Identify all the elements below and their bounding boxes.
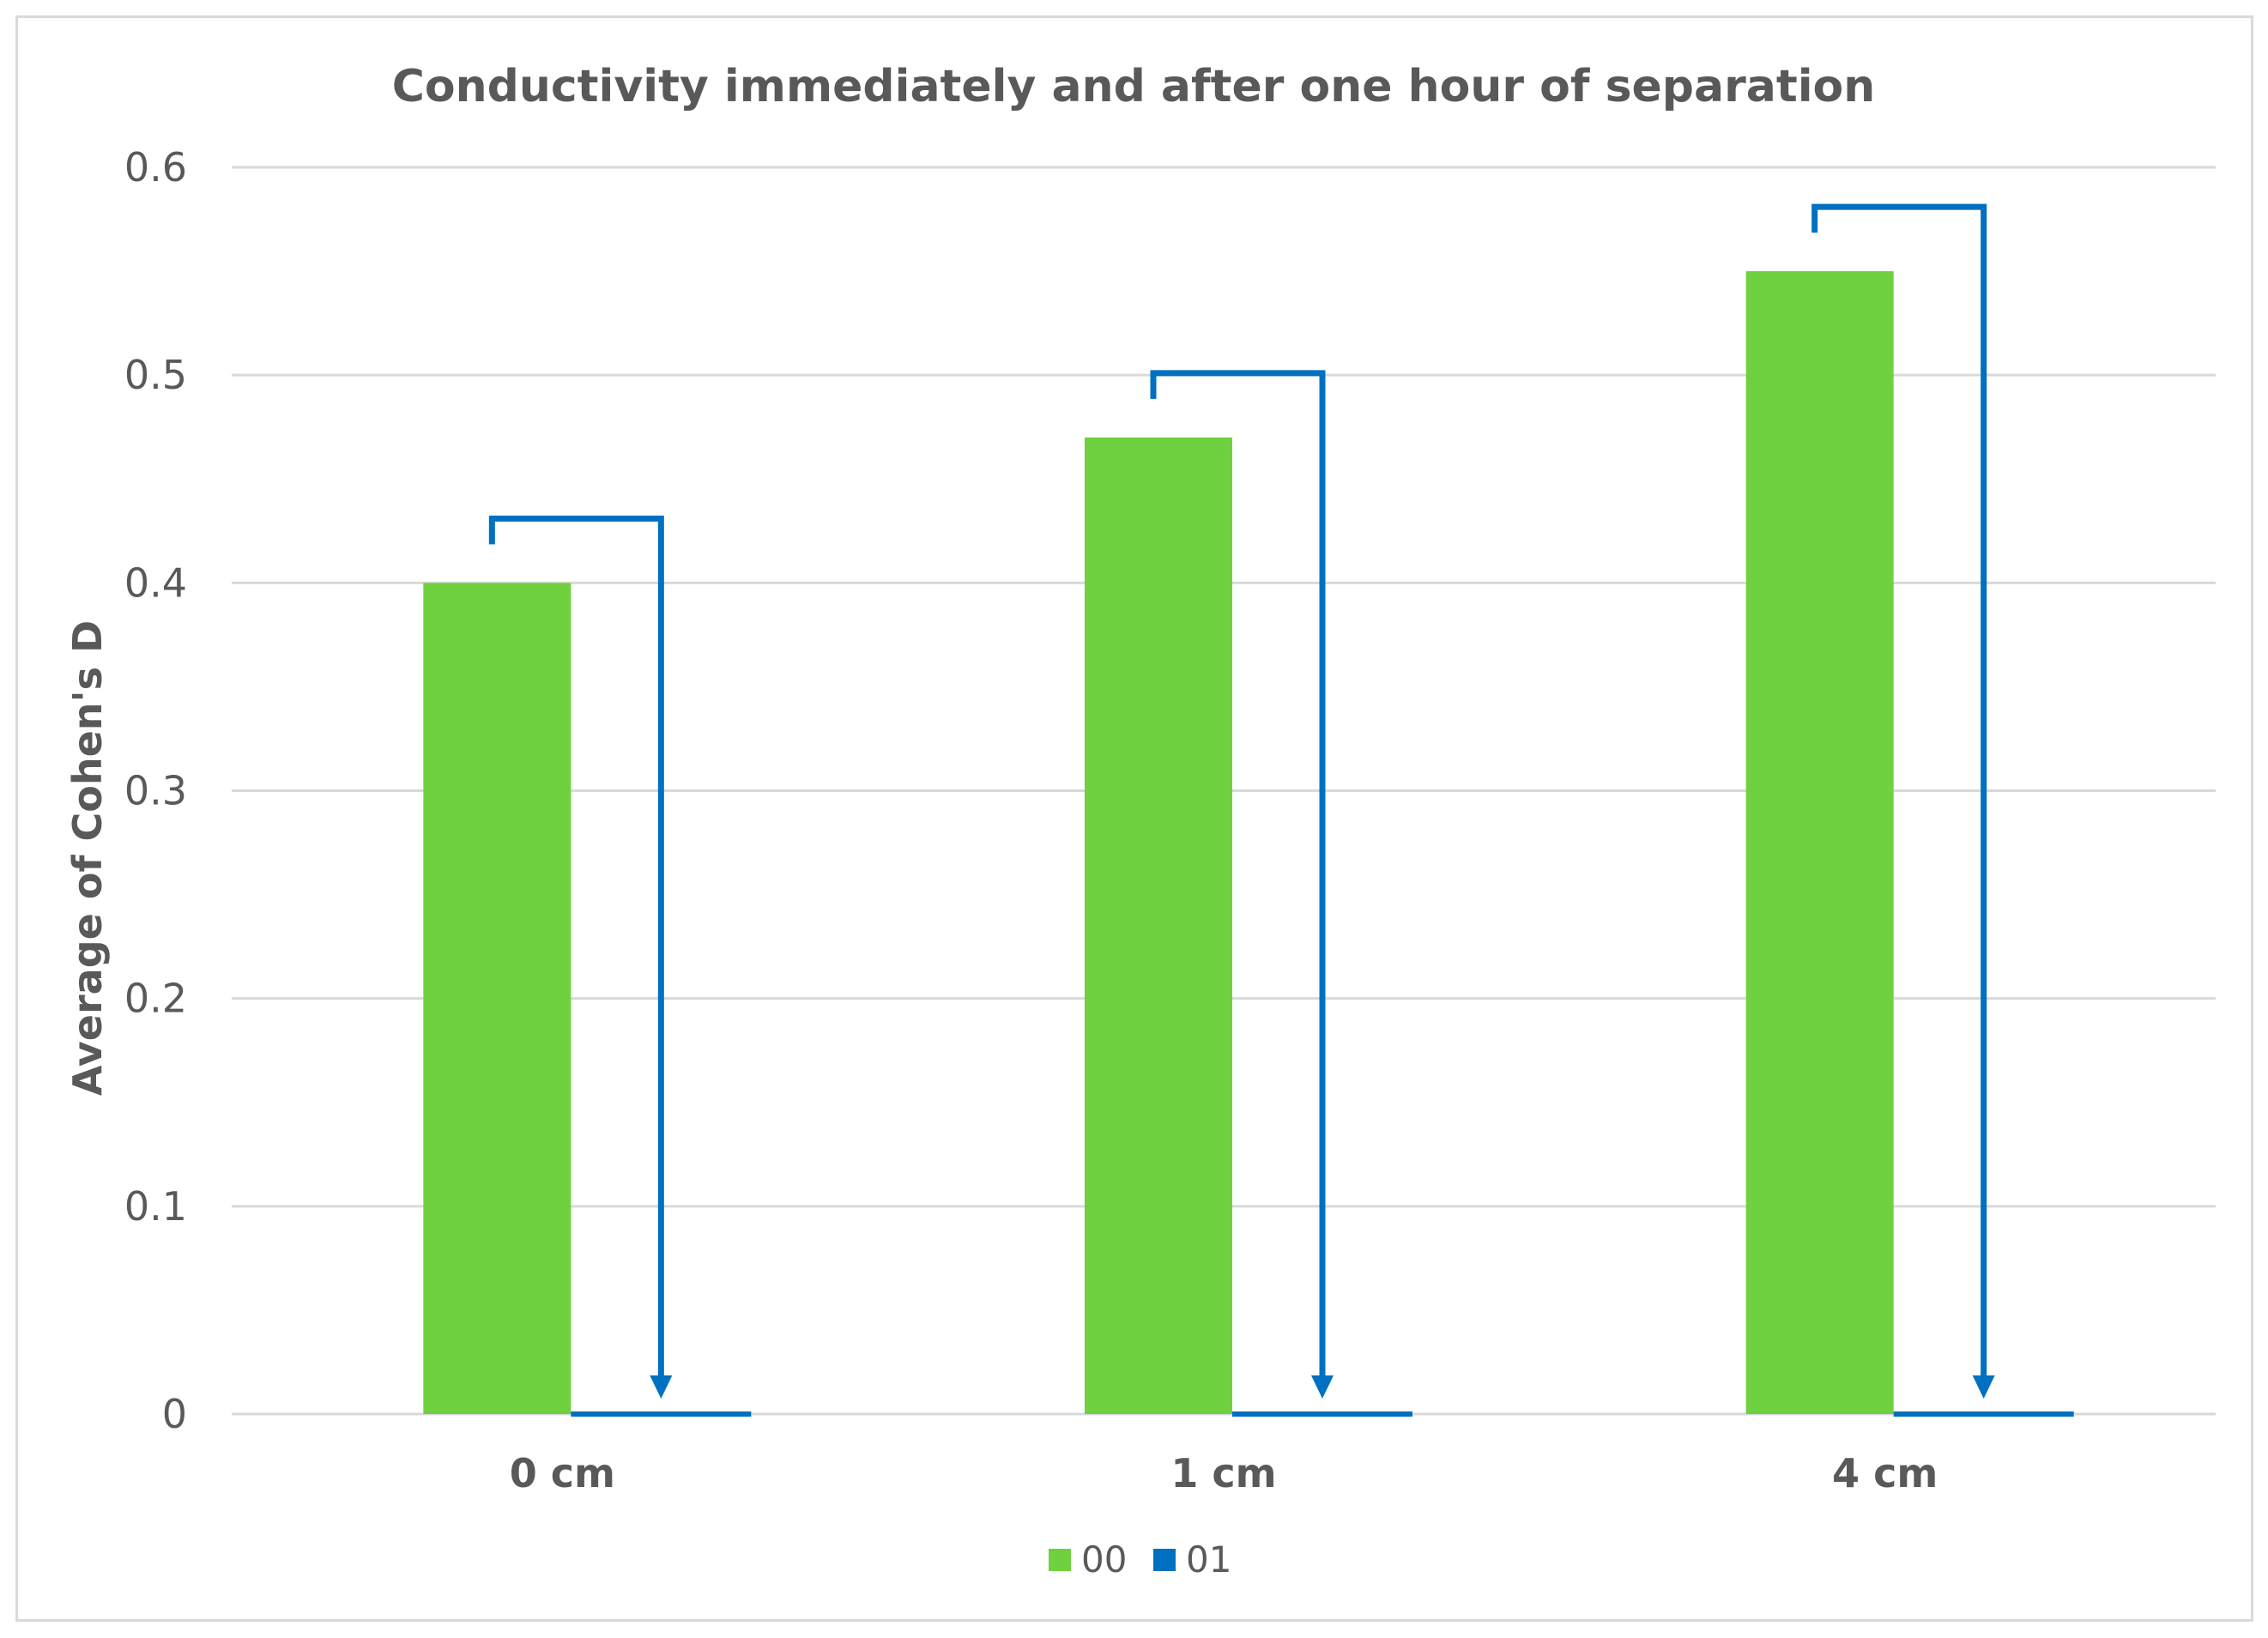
y-tick-label: 0.5	[124, 352, 187, 398]
legend-swatch	[1153, 1549, 1176, 1571]
bar-series-01	[1232, 1411, 1412, 1417]
x-tick-label: 0 cm	[510, 1450, 615, 1496]
arrow-line	[488, 515, 664, 1393]
legend: 00 01	[1049, 1538, 1231, 1581]
bar-series-00	[1745, 271, 1894, 1414]
arrow-head	[650, 1375, 673, 1399]
arrow-line	[1150, 370, 1326, 1393]
arrow-annotations	[488, 203, 1995, 1399]
y-tick-label: 0.3	[124, 768, 187, 814]
chart-title: Conductivity immediately and after one h…	[392, 61, 1876, 112]
y-tick-label: 0.1	[124, 1183, 187, 1230]
x-tick-label: 1 cm	[1170, 1450, 1276, 1496]
y-tick-labels: 0 0.1 0.2 0.3 0.4 0.5 0.6	[124, 144, 187, 1437]
x-tick-label: 4 cm	[1832, 1450, 1938, 1496]
y-tick-label: 0.6	[124, 144, 187, 190]
bar-series-01	[1893, 1411, 2074, 1417]
y-tick-label: 0.4	[124, 559, 187, 606]
arrow-line	[1811, 203, 1987, 1393]
y-tick-label: 0	[162, 1391, 187, 1437]
bar-series-00	[423, 583, 572, 1414]
bars	[423, 271, 2074, 1417]
legend-label: 01	[1186, 1538, 1231, 1581]
x-tick-labels: 0 cm 1 cm 4 cm	[510, 1450, 1938, 1496]
y-tick-label: 0.2	[124, 976, 187, 1022]
arrow-head	[1311, 1375, 1334, 1399]
bar-series-00	[1085, 437, 1232, 1415]
legend-label: 00	[1081, 1538, 1127, 1581]
bar-series-01	[571, 1411, 752, 1417]
arrow-head	[1972, 1375, 1995, 1399]
legend-swatch	[1049, 1549, 1071, 1571]
y-axis-label: Average of Cohen's D	[64, 620, 111, 1096]
